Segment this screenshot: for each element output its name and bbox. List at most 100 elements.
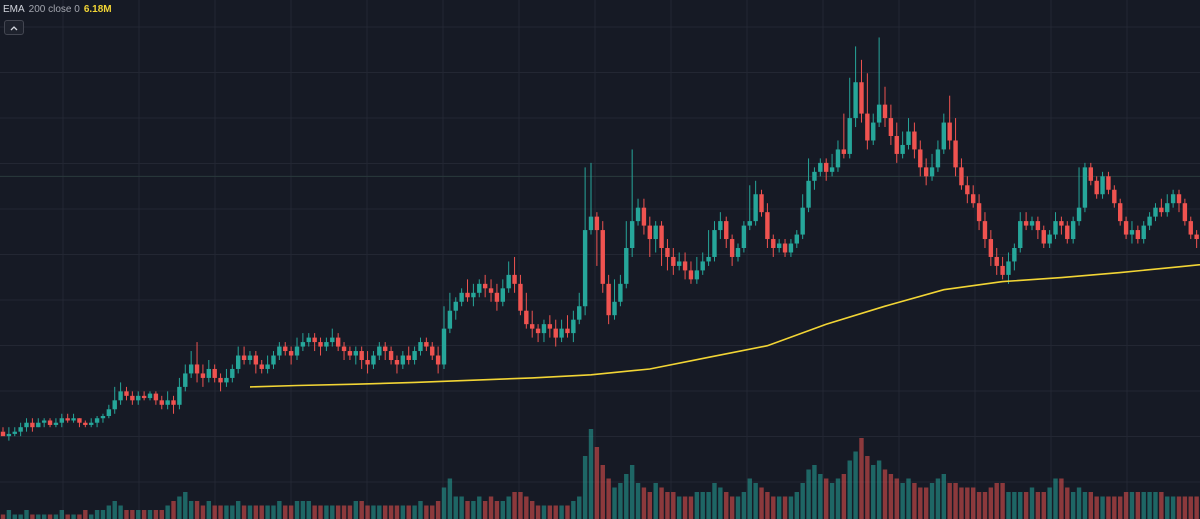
candle-body <box>682 261 688 271</box>
volume-bar <box>694 492 700 519</box>
candle-body <box>65 418 70 421</box>
volume-bar <box>159 510 164 519</box>
volume-bar <box>588 429 594 519</box>
volume-bar <box>71 514 76 519</box>
candle-body <box>776 243 782 248</box>
indicator-value: 6.18M <box>83 4 112 15</box>
candle-body <box>482 283 488 289</box>
candle-body <box>941 122 946 150</box>
candle-body <box>71 418 76 421</box>
volume-bar <box>465 501 470 519</box>
candle-body <box>24 422 29 428</box>
candle-body <box>506 274 511 289</box>
candle-body <box>1123 221 1129 235</box>
volume-bar <box>894 478 899 519</box>
candle-body <box>306 337 311 343</box>
volume-bar <box>771 496 776 519</box>
candle-body <box>900 144 905 154</box>
candle-body <box>859 82 864 114</box>
candle-body <box>435 355 441 365</box>
volume-bar <box>665 492 670 519</box>
volume-bar <box>94 510 100 519</box>
candle-body <box>729 239 735 257</box>
candle-body <box>1059 221 1064 226</box>
volume-bar <box>1018 492 1023 519</box>
candle-body <box>571 319 576 334</box>
volume-bar <box>141 510 147 519</box>
candle-body <box>829 167 835 172</box>
candle-body <box>612 301 617 316</box>
candle-body <box>1159 207 1164 213</box>
volume-bar <box>247 505 253 519</box>
volume-bar <box>400 505 406 519</box>
candle-body <box>153 393 159 401</box>
volume-bar <box>1047 487 1052 519</box>
candle-body <box>618 283 623 302</box>
candle-body <box>288 351 294 356</box>
candle-body <box>1170 194 1176 204</box>
candle-body <box>629 221 635 248</box>
volume-bar <box>688 496 694 519</box>
candle-body <box>671 256 676 266</box>
volume-bar <box>388 505 394 519</box>
volume-bar <box>818 474 823 519</box>
volume-bar <box>288 505 294 519</box>
candle-body <box>294 346 300 356</box>
candle-body <box>788 243 794 253</box>
candle-body <box>124 391 129 396</box>
candle-body <box>194 364 200 374</box>
candle-body <box>912 131 917 150</box>
volume-bar <box>594 447 600 519</box>
candle-body <box>218 377 223 383</box>
volume-bar <box>1023 492 1029 519</box>
candle-body <box>441 328 447 365</box>
volume-bar <box>59 510 64 519</box>
candle-body <box>1012 248 1017 262</box>
candle-body <box>1147 216 1152 226</box>
volume-bar <box>624 474 629 519</box>
volume-bar <box>477 496 482 519</box>
candle-body <box>782 243 788 253</box>
volume-bar <box>571 501 576 519</box>
volume-bar <box>565 505 570 519</box>
volume-bar <box>1088 492 1093 519</box>
volume-bar <box>494 501 500 519</box>
volume-bar <box>577 496 582 519</box>
candle-body <box>271 355 276 365</box>
volume-bar <box>1112 496 1117 519</box>
candle-body <box>659 225 664 248</box>
volume-bar <box>194 501 200 519</box>
indicator-name[interactable]: EMA <box>3 4 25 15</box>
candle-body <box>706 256 711 262</box>
candle-body <box>1000 265 1005 275</box>
candle-body <box>183 373 188 387</box>
volume-bar <box>294 501 300 519</box>
volume-bar <box>788 496 794 519</box>
candle-body <box>741 225 747 248</box>
candle-body <box>477 283 482 293</box>
candle-body <box>871 122 876 141</box>
volume-bar <box>759 487 764 519</box>
candle-body <box>700 261 705 271</box>
volume-bar <box>918 487 923 519</box>
volume-bar <box>923 487 929 519</box>
candle-body <box>624 248 629 284</box>
candle-body <box>1100 176 1105 195</box>
volume-bar <box>865 456 870 519</box>
volume-bar <box>106 505 112 519</box>
volume-bar <box>765 492 770 519</box>
volume-bar <box>906 478 911 519</box>
candle-body <box>647 225 652 240</box>
volume-bar <box>653 483 658 519</box>
candle-body <box>547 324 553 329</box>
candle-body <box>312 337 317 343</box>
collapse-legend-button[interactable] <box>4 20 24 35</box>
volume-bar <box>277 501 282 519</box>
candle-body <box>200 373 206 378</box>
volume-bar <box>265 505 270 519</box>
volume-bar <box>606 478 611 519</box>
volume-bar <box>853 451 858 519</box>
volume-bar <box>6 510 12 519</box>
